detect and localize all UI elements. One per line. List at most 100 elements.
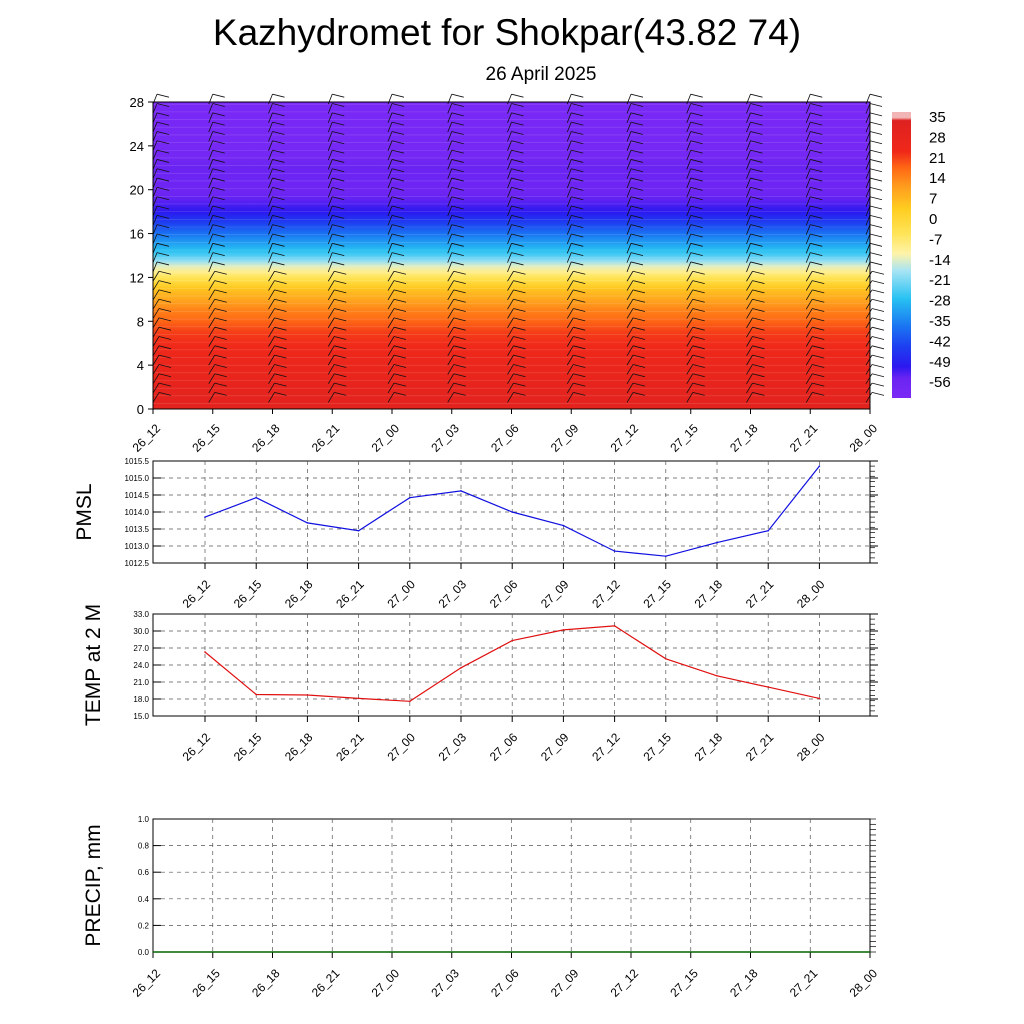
- wind-barb-staff: [626, 215, 632, 226]
- wind-barb: [805, 196, 823, 207]
- wind-barb-staff: [327, 382, 335, 394]
- wind-barb: [268, 233, 285, 245]
- x-tick-label: 26_18: [282, 577, 316, 611]
- wind-barb-staff: [566, 354, 574, 366]
- data-point: [306, 522, 309, 524]
- wind-barb-staff: [626, 271, 634, 282]
- wind-barb: [686, 149, 703, 161]
- wind-barb-staff: [387, 336, 395, 347]
- wind-barb-flag: [812, 354, 825, 359]
- wind-barb-flag: [214, 280, 227, 284]
- wind-barb-flag: [571, 159, 584, 163]
- wind-barb-staff: [387, 289, 395, 301]
- colorbar-label: -42: [929, 333, 951, 350]
- wind-barb-flag: [334, 382, 347, 387]
- wind-barb-staff: [387, 326, 395, 338]
- wind-barb-staff: [327, 326, 335, 338]
- wind-barb-flag: [630, 159, 644, 163]
- wind-barb-flag: [451, 205, 464, 210]
- wind-barb-flag: [391, 168, 405, 173]
- wind-barb: [268, 159, 285, 170]
- wind-barb-flag: [272, 224, 285, 229]
- wind-barb: [268, 103, 285, 114]
- wind-barb-staff: [208, 280, 216, 291]
- wind-barb: [327, 289, 347, 301]
- wind-barb: [805, 149, 823, 161]
- wind-barb-staff: [566, 345, 574, 357]
- wind-barb-flag: [156, 177, 170, 182]
- wind-barb: [746, 354, 765, 366]
- wind-barb: [746, 205, 763, 217]
- wind-barb-flag: [573, 336, 586, 340]
- wind-barb: [805, 289, 825, 301]
- wind-barb: [626, 392, 646, 403]
- wind-barb-flag: [869, 103, 883, 107]
- wind-barb: [152, 289, 172, 301]
- wind-barb: [626, 354, 646, 366]
- wind-barb-staff: [566, 317, 574, 329]
- wind-barb-flag: [334, 364, 347, 368]
- wind-barb-staff: [268, 205, 273, 217]
- wind-barb-staff: [152, 317, 160, 329]
- wind-barb-staff: [387, 149, 393, 161]
- wind-barb-flag: [391, 112, 405, 117]
- wind-barb-staff: [208, 289, 216, 301]
- y-tick-label: 0.2: [138, 921, 150, 930]
- wind-barb: [805, 308, 825, 319]
- y-tick-label: 21.0: [133, 678, 149, 687]
- wind-barb-flag: [750, 93, 763, 98]
- wind-barb-flag: [214, 336, 227, 340]
- wind-barb: [746, 149, 763, 161]
- wind-barb-staff: [268, 103, 273, 114]
- wind-barb-staff: [268, 94, 273, 105]
- wind-barb: [387, 214, 405, 226]
- wind-barb-flag: [690, 149, 703, 154]
- wind-barb: [746, 131, 763, 142]
- wind-barb: [626, 177, 644, 189]
- wind-barb-staff: [208, 243, 214, 254]
- wind-barb: [447, 326, 466, 338]
- wind-barb-flag: [332, 168, 345, 173]
- wind-barb-flag: [571, 112, 584, 117]
- wind-barb-flag: [692, 345, 705, 350]
- wind-barb-flag: [630, 131, 644, 135]
- wind-barb-staff: [865, 177, 871, 189]
- wind-barb-staff: [208, 373, 216, 384]
- wind-barb-flag: [750, 261, 763, 266]
- wind-barb: [152, 308, 172, 319]
- colorbar-label: -28: [929, 293, 951, 310]
- wind-barb-flag: [573, 354, 586, 359]
- wind-barb: [387, 382, 407, 394]
- wind-barb-staff: [268, 271, 275, 282]
- wind-barb: [387, 317, 407, 329]
- data-point: [357, 529, 360, 532]
- wind-barb: [626, 196, 644, 207]
- wind-barb: [152, 373, 172, 384]
- wind-barb: [208, 308, 227, 319]
- wind-barb: [268, 214, 285, 226]
- wind-barb-staff: [208, 168, 214, 179]
- wind-barb: [746, 261, 763, 273]
- wind-barb-staff: [805, 336, 813, 347]
- wind-barb-flag: [451, 242, 464, 247]
- wind-barb-flag: [274, 298, 287, 303]
- wind-barb: [626, 149, 644, 161]
- wind-barb: [686, 326, 705, 338]
- wind-barb-flag: [690, 131, 703, 135]
- chart-subtitle: 26 April 2025: [485, 64, 597, 85]
- wind-barb: [805, 326, 825, 338]
- wind-barb-flag: [158, 345, 172, 350]
- wind-barb-flag: [274, 280, 287, 284]
- wind-barb: [805, 336, 825, 347]
- wind-barb-staff: [805, 168, 811, 179]
- wind-barb: [152, 131, 170, 142]
- wind-barb-staff: [208, 326, 216, 338]
- wind-barb-staff: [626, 364, 634, 375]
- wind-barb: [327, 214, 345, 226]
- wind-barb-staff: [387, 215, 393, 226]
- wind-barb: [746, 112, 763, 123]
- wind-barb-staff: [208, 159, 214, 170]
- wind-barb: [152, 280, 172, 291]
- wind-barb: [626, 336, 646, 347]
- wind-barb: [746, 214, 763, 226]
